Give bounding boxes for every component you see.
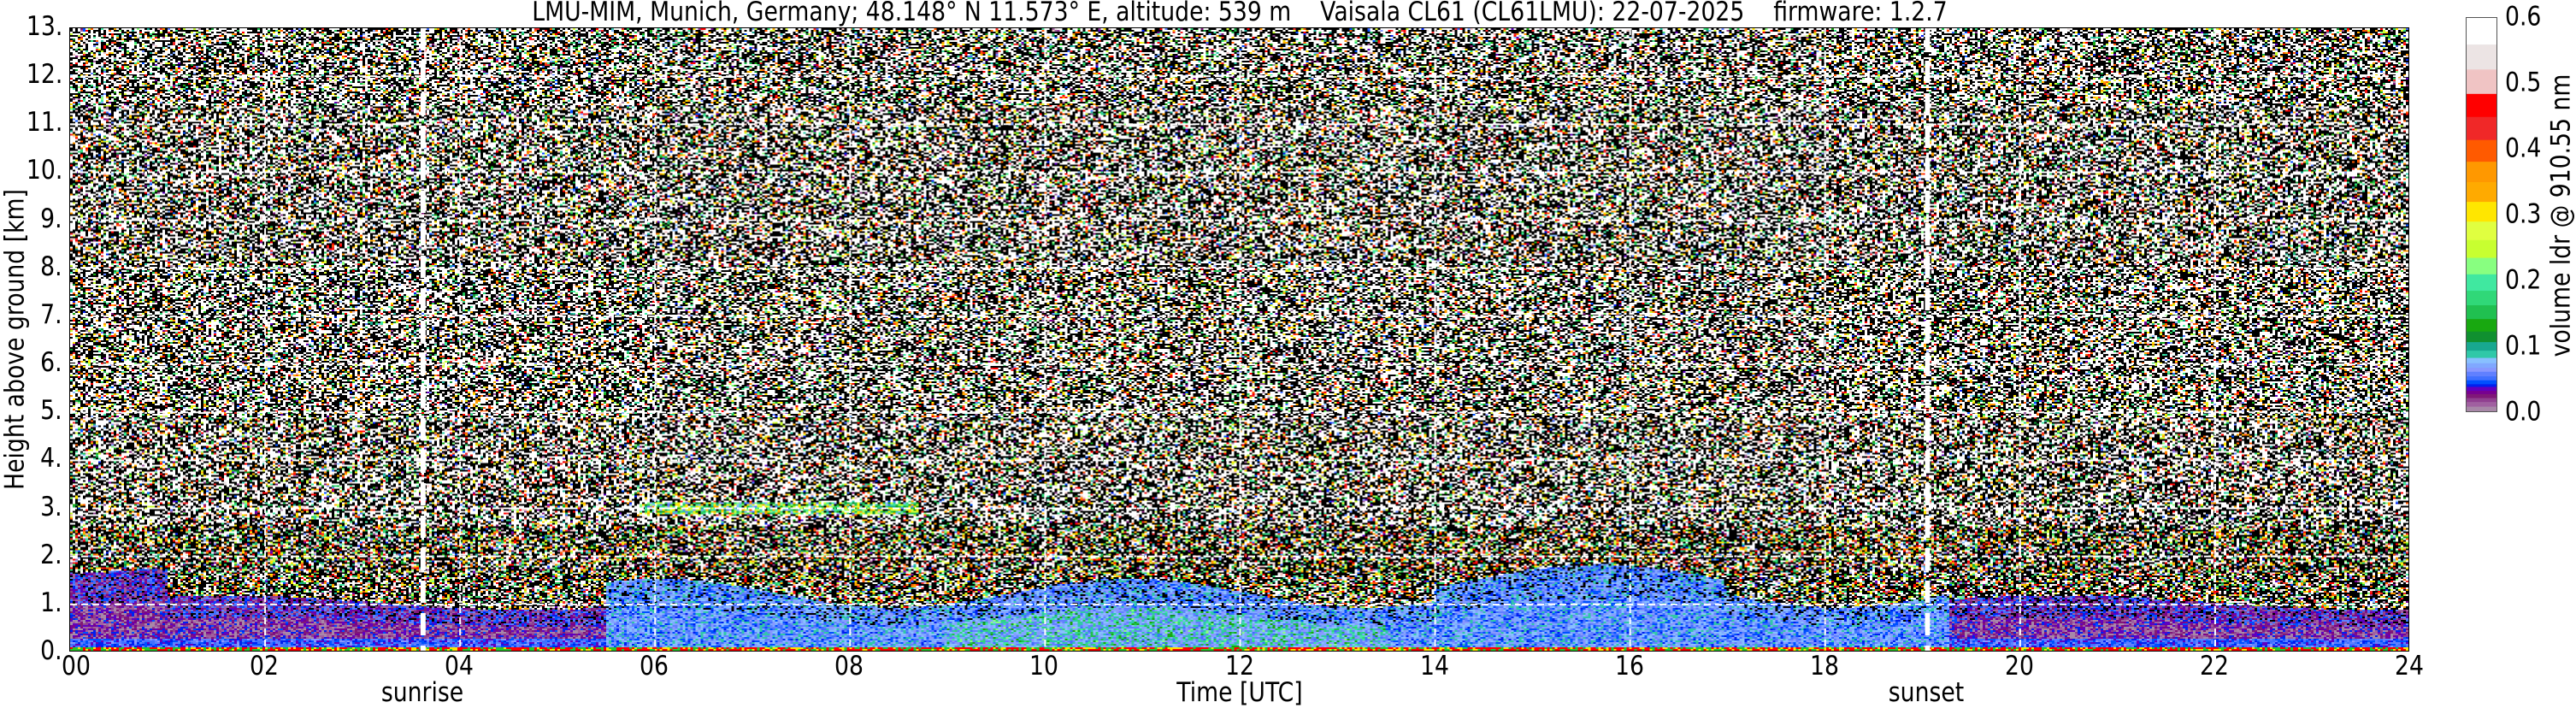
event-label-sunset: sunset (1889, 677, 1965, 708)
colorbar-level (2466, 363, 2497, 369)
colorbar-tick-label: 0.3 (2505, 198, 2542, 230)
colorbar-level (2466, 390, 2497, 394)
colorbar-tick-label: 0.2 (2505, 264, 2542, 296)
x-tick-label: 00 (62, 651, 91, 681)
colorbar-level (2466, 257, 2497, 274)
y-tick-label: 4. (40, 443, 62, 475)
colorbar-level (2466, 304, 2497, 320)
y-tick-label: 7. (40, 298, 62, 330)
y-tick-label: 5. (40, 395, 62, 427)
colorbar-tick-label: 0.5 (2505, 67, 2542, 98)
y-tick-label: 3. (40, 491, 62, 522)
colorbar-level (2466, 290, 2497, 305)
colorbar-level (2466, 406, 2497, 412)
x-axis-label: Time [UTC] (1176, 677, 1303, 708)
y-tick-label: 9. (40, 203, 62, 234)
colorbar-level (2466, 44, 2497, 70)
y-tick-label: 0. (40, 635, 62, 666)
colorbar-level (2466, 371, 2497, 377)
chart-title: LMU-MIM, Munich, Germany; 48.148° N 11.5… (532, 0, 1948, 27)
plot-area (69, 27, 2409, 652)
y-tick-label: 13. (26, 11, 62, 42)
colorbar-level (2466, 380, 2497, 385)
colorbar-tick-label: 0.4 (2505, 133, 2542, 164)
x-tick-label: 08 (834, 651, 864, 681)
x-tick-label: 12 (1224, 651, 1254, 681)
y-tick-label: 2. (40, 539, 62, 570)
colorbar (2466, 17, 2497, 412)
colorbar-level (2466, 17, 2497, 45)
x-tick-label: 18 (1809, 651, 1839, 681)
colorbar-level (2466, 318, 2497, 332)
y-tick-label: 10. (26, 155, 62, 186)
colorbar-frame (2466, 17, 2497, 412)
colorbar-level (2466, 383, 2497, 387)
colorbar-level (2466, 201, 2497, 222)
colorbar-level (2466, 367, 2497, 372)
colorbar-level (2466, 393, 2497, 398)
x-tick-label: 20 (2004, 651, 2034, 681)
x-tick-label: 22 (2199, 651, 2229, 681)
colorbar-level (2466, 161, 2497, 182)
x-tick-label: 02 (250, 651, 280, 681)
colorbar-level (2466, 181, 2497, 203)
colorbar-level (2466, 357, 2497, 363)
x-tick-label: 04 (445, 651, 475, 681)
colorbar-label: volume ldr @ 910.55 nm (2545, 74, 2576, 357)
colorbar-level (2466, 386, 2497, 392)
colorbar-tick-label: 0.1 (2505, 330, 2542, 362)
colorbar-level (2466, 116, 2497, 140)
colorbar-level (2466, 68, 2497, 94)
colorbar-level (2466, 239, 2497, 258)
x-tick-label: 14 (1419, 651, 1449, 681)
y-tick-label: 12. (26, 59, 62, 91)
colorbar-level (2466, 341, 2497, 351)
colorbar-level (2466, 398, 2497, 403)
y-tick-label: 6. (40, 347, 62, 379)
x-tick-label: 06 (640, 651, 669, 681)
x-tick-label: 10 (1029, 651, 1059, 681)
y-tick-label: 1. (40, 587, 62, 618)
colorbar-level (2466, 375, 2497, 381)
colorbar-level (2466, 221, 2497, 240)
x-tick-label: 24 (2395, 651, 2424, 681)
y-axis-label: Height above ground [km] (0, 189, 31, 490)
colorbar-level (2466, 139, 2497, 162)
colorbar-level (2466, 331, 2497, 343)
colorbar-tick-label: 0.0 (2505, 396, 2542, 428)
x-tick-label: 16 (1614, 651, 1644, 681)
colorbar-level (2466, 93, 2497, 117)
colorbar-level (2466, 401, 2497, 407)
y-tick-label: 8. (40, 251, 62, 282)
y-tick-label: 11. (26, 107, 62, 139)
grid-overlay (70, 28, 2408, 651)
colorbar-level (2466, 274, 2497, 292)
colorbar-level (2466, 350, 2497, 358)
colorbar-tick-label: 0.6 (2505, 1, 2542, 32)
event-label-sunrise: sunrise (380, 677, 464, 708)
